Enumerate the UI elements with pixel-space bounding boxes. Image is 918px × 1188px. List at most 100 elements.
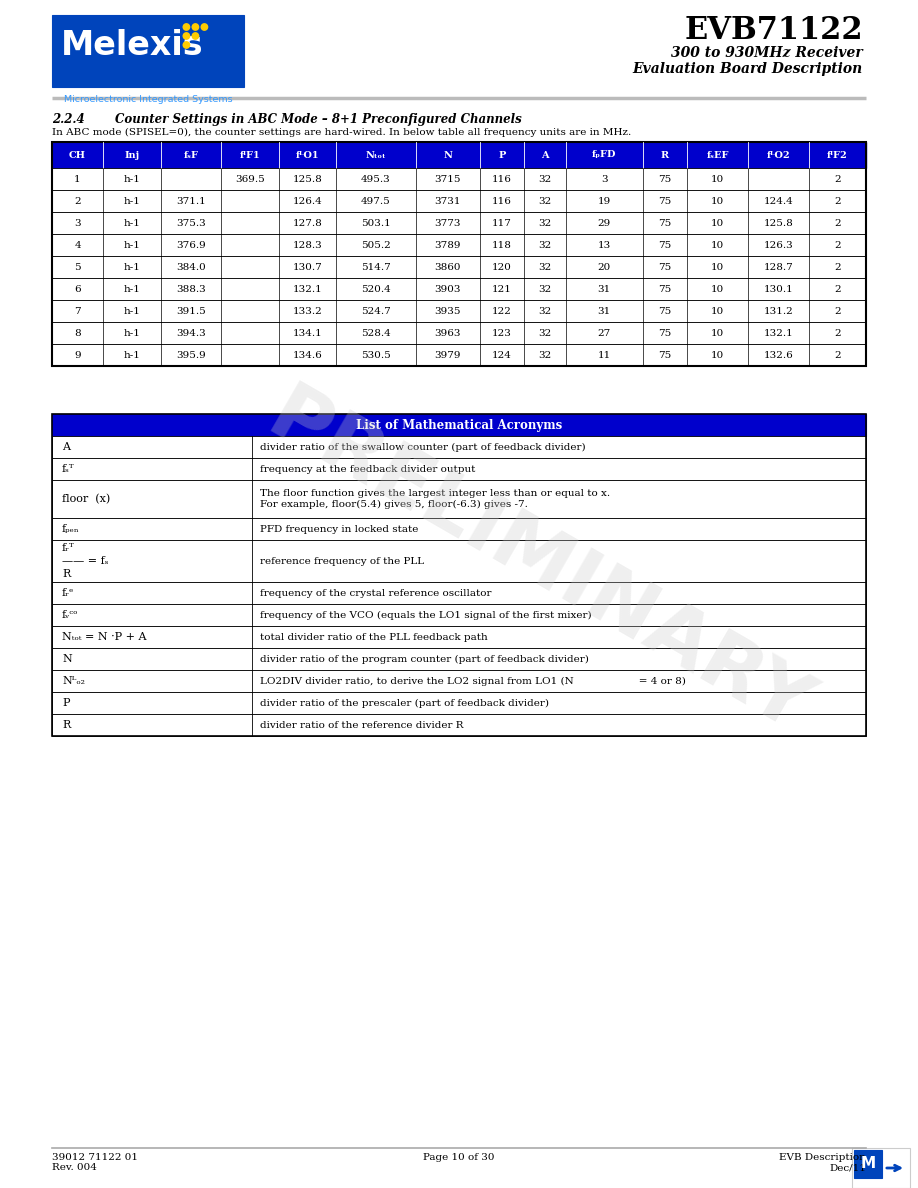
Text: 27: 27 xyxy=(598,329,610,337)
Text: fᴵF2: fᴵF2 xyxy=(827,151,847,159)
Text: fₚFD: fₚFD xyxy=(592,151,616,159)
Text: fᴸO2: fᴸO2 xyxy=(767,151,790,159)
Text: 117: 117 xyxy=(492,219,512,227)
Text: 497.5: 497.5 xyxy=(361,196,391,206)
Text: 3: 3 xyxy=(601,175,608,183)
Text: h-1: h-1 xyxy=(123,284,140,293)
Text: 2: 2 xyxy=(834,284,841,293)
Text: Melexis: Melexis xyxy=(62,29,204,62)
Text: 75: 75 xyxy=(658,219,672,227)
Text: total divider ratio of the PLL feedback path: total divider ratio of the PLL feedback … xyxy=(260,632,487,642)
Text: fᵣᵀ
—— = fₛ
R: fᵣᵀ —— = fₛ R xyxy=(62,543,108,580)
Text: 3860: 3860 xyxy=(434,263,461,272)
Text: 75: 75 xyxy=(658,263,672,272)
Bar xyxy=(852,1148,910,1188)
Text: 2: 2 xyxy=(74,196,81,206)
Bar xyxy=(52,436,866,459)
Text: 369.5: 369.5 xyxy=(235,175,264,183)
Text: 20: 20 xyxy=(598,263,610,272)
Text: 4: 4 xyxy=(74,240,81,249)
Text: 2: 2 xyxy=(834,263,841,272)
Bar xyxy=(52,459,866,480)
Text: 127.8: 127.8 xyxy=(293,219,322,227)
Text: Nᴸₒ₂: Nᴸₒ₂ xyxy=(62,676,85,685)
Bar xyxy=(52,168,866,190)
Text: 125.8: 125.8 xyxy=(293,175,322,183)
Text: Nₜₒₜ: Nₜₒₜ xyxy=(365,151,386,159)
Text: 530.5: 530.5 xyxy=(361,350,391,360)
Bar xyxy=(52,670,866,691)
Text: EVB Description
Dec/11: EVB Description Dec/11 xyxy=(779,1154,866,1173)
Text: divider ratio of the reference divider R: divider ratio of the reference divider R xyxy=(260,720,464,729)
Text: 31: 31 xyxy=(598,284,610,293)
Text: 32: 32 xyxy=(539,329,552,337)
Text: 130.7: 130.7 xyxy=(293,263,322,272)
Text: 5: 5 xyxy=(74,263,81,272)
Text: 10: 10 xyxy=(711,307,724,316)
Text: 120: 120 xyxy=(492,263,512,272)
Text: 8: 8 xyxy=(74,329,81,337)
Text: Microelectronic Integrated Systems: Microelectronic Integrated Systems xyxy=(63,95,232,105)
Bar xyxy=(52,582,866,604)
Bar xyxy=(52,301,866,322)
Text: 128.7: 128.7 xyxy=(764,263,793,272)
Text: frequency of the crystal reference oscillator: frequency of the crystal reference oscil… xyxy=(260,588,491,598)
Circle shape xyxy=(184,24,190,30)
Text: 75: 75 xyxy=(658,307,672,316)
Circle shape xyxy=(184,33,190,39)
Text: 3731: 3731 xyxy=(434,196,461,206)
Text: fᴸO1: fᴸO1 xyxy=(296,151,319,159)
Text: 134.1: 134.1 xyxy=(293,329,322,337)
Text: 10: 10 xyxy=(711,240,724,249)
Text: 116: 116 xyxy=(492,196,512,206)
Text: 124.4: 124.4 xyxy=(764,196,793,206)
Text: 10: 10 xyxy=(711,284,724,293)
Text: EVB71122: EVB71122 xyxy=(685,15,863,46)
Text: 3903: 3903 xyxy=(434,284,461,293)
Text: Evaluation Board Description: Evaluation Board Description xyxy=(633,62,863,76)
Text: 32: 32 xyxy=(539,240,552,249)
Bar xyxy=(52,255,866,278)
Text: 2: 2 xyxy=(834,240,841,249)
Text: h-1: h-1 xyxy=(123,350,140,360)
Text: 384.0: 384.0 xyxy=(176,263,206,272)
Bar xyxy=(52,211,866,234)
Text: List of Mathematical Acronyms: List of Mathematical Acronyms xyxy=(356,418,562,431)
Bar xyxy=(52,480,866,518)
Text: 32: 32 xyxy=(539,307,552,316)
Bar xyxy=(52,518,866,541)
Text: CH: CH xyxy=(69,151,86,159)
Text: h-1: h-1 xyxy=(123,196,140,206)
Text: 495.3: 495.3 xyxy=(361,175,391,183)
Bar xyxy=(52,647,866,670)
Text: 116: 116 xyxy=(492,175,512,183)
Text: Page 10 of 30: Page 10 of 30 xyxy=(423,1154,495,1162)
Text: 10: 10 xyxy=(711,263,724,272)
Text: 3789: 3789 xyxy=(434,240,461,249)
Text: 132.6: 132.6 xyxy=(764,350,793,360)
Bar xyxy=(52,413,866,436)
Bar xyxy=(52,345,866,366)
Text: 9: 9 xyxy=(74,350,81,360)
Text: 10: 10 xyxy=(711,329,724,337)
Text: 514.7: 514.7 xyxy=(361,263,391,272)
Text: reference frequency of the PLL: reference frequency of the PLL xyxy=(260,556,424,565)
Text: 300 to 930MHz Receiver: 300 to 930MHz Receiver xyxy=(671,46,863,61)
Text: 376.9: 376.9 xyxy=(176,240,206,249)
Text: 371.1: 371.1 xyxy=(176,196,206,206)
Text: R: R xyxy=(661,151,669,159)
Bar xyxy=(52,691,866,714)
Text: h-1: h-1 xyxy=(123,175,140,183)
Text: 2: 2 xyxy=(834,175,841,183)
Text: 32: 32 xyxy=(539,284,552,293)
Text: In ABC mode (SPISEL=0), the counter settings are hard-wired. In below table all : In ABC mode (SPISEL=0), the counter sett… xyxy=(52,128,632,137)
Text: frequency of the VCO (equals the LO1 signal of the first mixer): frequency of the VCO (equals the LO1 sig… xyxy=(260,611,591,620)
Text: R: R xyxy=(62,720,71,729)
Text: 32: 32 xyxy=(539,219,552,227)
Text: 520.4: 520.4 xyxy=(361,284,391,293)
Text: fₛᵀ: fₛᵀ xyxy=(62,465,74,474)
Circle shape xyxy=(192,33,198,39)
Bar xyxy=(52,541,866,582)
Text: 505.2: 505.2 xyxy=(361,240,391,249)
Circle shape xyxy=(192,24,198,30)
